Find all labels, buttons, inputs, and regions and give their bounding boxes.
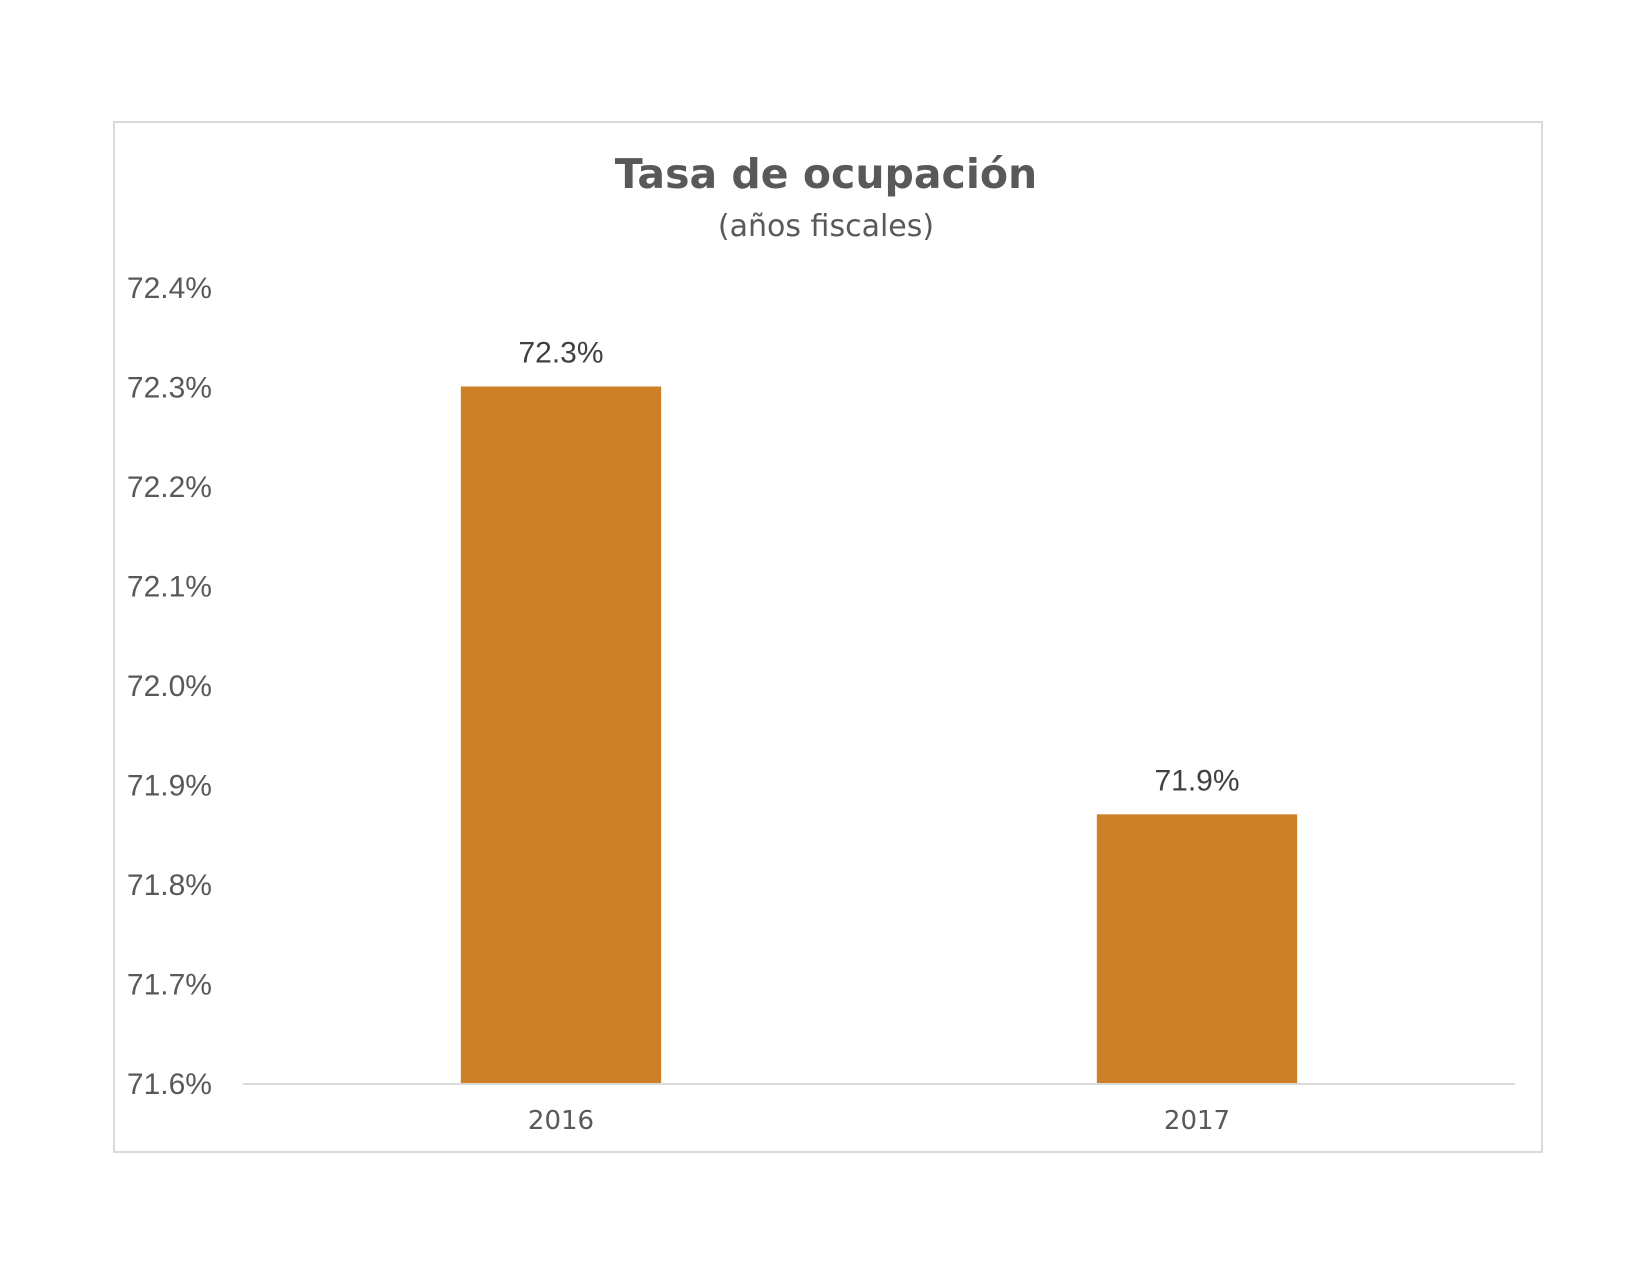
- y-tick-label: 72.2%: [127, 471, 212, 504]
- data-labels-group: 72.3% 71.9%: [518, 337, 1239, 798]
- bars-group: [460, 386, 1298, 1083]
- chart-subtitle: (años fiscales): [718, 209, 934, 244]
- y-axis-ticks: 71.6% 71.7% 71.8% 71.9% 72.0% 72.1% 72.2% 72.3%…: [127, 272, 212, 1101]
- y-tick-label: 72.1%: [127, 571, 212, 604]
- data-label: 72.3%: [518, 337, 603, 370]
- x-axis-ticks: 2016 2017: [528, 1106, 1230, 1136]
- x-tick-label: 2016: [528, 1106, 594, 1136]
- y-tick-label: 71.6%: [127, 1068, 212, 1101]
- chart-frame: [113, 121, 1543, 1153]
- y-tick-label: 71.7%: [127, 969, 212, 1002]
- data-label: 71.9%: [1154, 764, 1239, 797]
- y-tick-label: 71.9%: [127, 770, 212, 803]
- bar-2017: [1096, 814, 1298, 1083]
- chart-title: Tasa de ocupación: [615, 150, 1038, 198]
- y-tick-label: 72.3%: [127, 372, 212, 405]
- x-tick-label: 2017: [1164, 1106, 1230, 1136]
- bar-2016: [460, 386, 662, 1083]
- y-tick-label: 72.0%: [127, 670, 212, 703]
- y-tick-label: 71.8%: [127, 869, 212, 902]
- y-tick-label: 72.4%: [127, 272, 212, 305]
